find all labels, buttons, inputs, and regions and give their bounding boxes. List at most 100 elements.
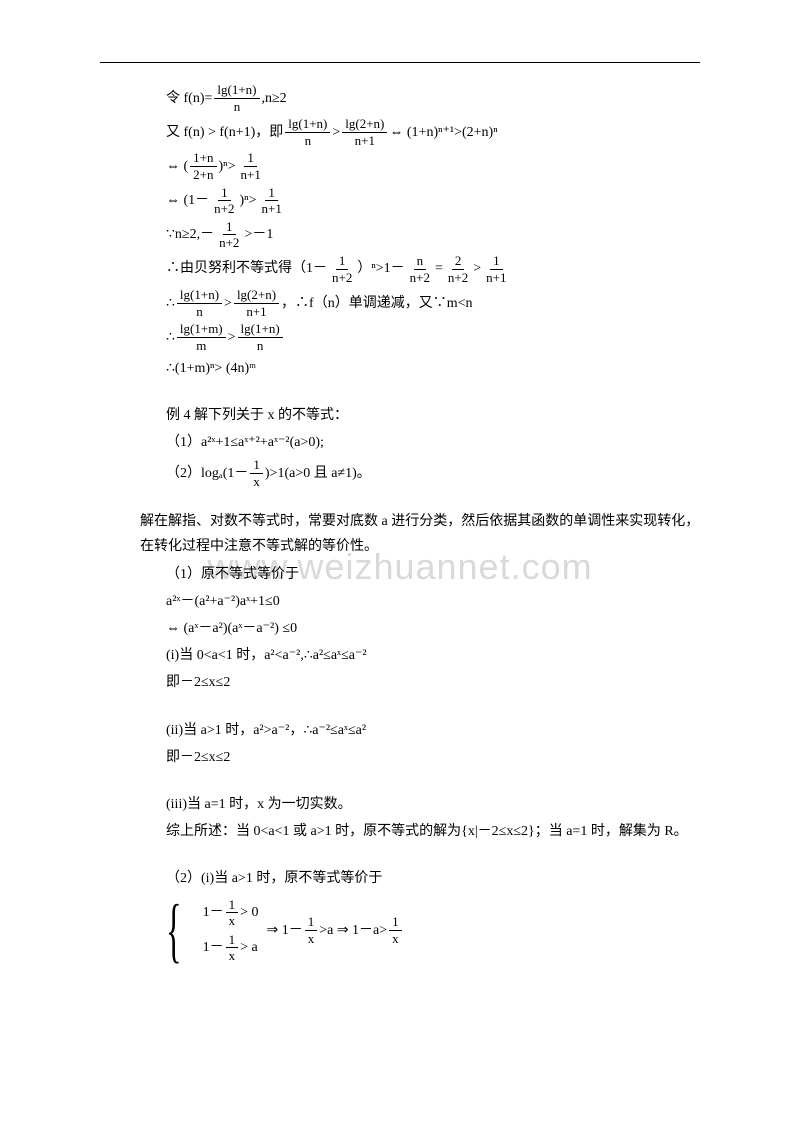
text: ⇔ (1+n)ⁿ⁺¹>(2+n)ⁿ xyxy=(389,120,497,145)
denominator: n+1 xyxy=(237,167,263,183)
text: ⇒ 1－ xyxy=(266,918,302,943)
numerator: lg(1+n) xyxy=(214,82,259,99)
implication: ⇒ 1－ 1 x >a ⇒ 1－a> 1 x xyxy=(266,914,403,946)
text: >－1 xyxy=(244,222,273,247)
fraction: 1 n+1 xyxy=(258,185,284,217)
text: （1）原不等式等价于 xyxy=(166,562,299,587)
text: )>1(a>0 且 a≠1)。 xyxy=(265,461,371,486)
document-content: 令 f(n)= lg(1+n) n ,n≥2 又 f(n) > f(n+1)，即… xyxy=(140,82,700,967)
fraction: lg(1+n) n xyxy=(177,287,222,319)
denominator: x xyxy=(389,931,402,947)
fraction: 1 n+2 xyxy=(216,219,242,251)
text: ∴ xyxy=(166,291,175,316)
sol-8: (iii)当 a=1 时，x 为一切实数。 xyxy=(140,792,700,817)
text: >a ⇒ 1－a> xyxy=(319,918,387,943)
fraction: lg(1+n) n xyxy=(285,116,330,148)
denominator: n xyxy=(231,99,244,115)
denominator: n+2 xyxy=(216,235,242,251)
sol-6: (ii)当 a>1 时，a²>a⁻²，∴a⁻²≤aˣ≤a² xyxy=(140,718,700,743)
text: (i)当 0<a<1 时，a²<a⁻²,∴a²≤aˣ≤a⁻² xyxy=(166,643,367,668)
line-step7: ∴ lg(1+n) n > lg(2+n) n+1 ，∴f（n）单调递减，又∵m… xyxy=(140,287,700,319)
line-step8: ∴ lg(1+m) m > lg(1+n) n xyxy=(140,321,700,353)
text: 解在解指、对数不等式时，常要对底数 a 进行分类，然后依据其函数的单调性来实现转… xyxy=(140,514,699,554)
denominator: x xyxy=(226,913,239,929)
text: > xyxy=(228,325,236,350)
denominator: n+2 xyxy=(445,270,471,286)
fraction: 1 n+1 xyxy=(237,150,263,182)
fraction: n n+2 xyxy=(407,253,433,285)
text: 令 f(n)= xyxy=(166,86,212,111)
denominator: 2+n xyxy=(190,167,216,183)
fraction: 2 n+2 xyxy=(445,253,471,285)
example4-part1: （1）a²ˣ+1≤aˣ⁺²+aˣ⁻²(a>0); xyxy=(140,430,700,455)
text: ⇔ (1－ xyxy=(166,188,209,213)
line-step5: ∵n≥2,－ 1 n+2 >－1 xyxy=(140,219,700,251)
numerator: n xyxy=(414,253,427,270)
text: ）ⁿ>1－ xyxy=(357,256,404,281)
denominator: n+1 xyxy=(352,133,378,149)
line-step3: ⇔ ( 1+n 2+n )ⁿ> 1 n+1 xyxy=(140,150,700,182)
text: （2）logₐ(1－ xyxy=(166,461,248,486)
denominator: n+1 xyxy=(483,270,509,286)
denominator: n+2 xyxy=(329,270,355,286)
numerator: 1 xyxy=(223,219,236,236)
fraction: 1 x xyxy=(250,457,263,489)
text: （2）(i)当 a>1 时，原不等式等价于 xyxy=(166,866,382,891)
denominator: x xyxy=(250,474,263,490)
line-step4: ⇔ (1－ 1 n+2 )ⁿ> 1 n+1 xyxy=(140,185,700,217)
text: ⇔ (aˣ－a²)(aˣ－a⁻²) ≤0 xyxy=(166,616,297,641)
fraction: lg(1+n) n xyxy=(214,82,259,114)
numerator: lg(1+n) xyxy=(238,321,283,338)
fraction: 1 n+2 xyxy=(329,253,355,285)
text: 即－2≤x≤2 xyxy=(166,745,230,770)
text: (ii)当 a>1 时，a²>a⁻²，∴a⁻²≤aˣ≤a² xyxy=(166,718,366,743)
text: 综上所述：当 0<a<1 或 a>1 时，原不等式的解为{x|－2≤x≤2}；当… xyxy=(166,819,688,844)
fraction: 1 x xyxy=(226,897,239,929)
spacer xyxy=(140,383,700,401)
numerator: 1 xyxy=(490,253,503,270)
example4-part2: （2）logₐ(1－ 1 x )>1(a>0 且 a≠1)。 xyxy=(140,457,700,489)
left-brace-icon: { xyxy=(166,898,182,963)
numerator: 1 xyxy=(265,185,278,202)
line-mono: 又 f(n) > f(n+1)，即 lg(1+n) n > lg(2+n) n+… xyxy=(140,116,700,148)
denominator: n+1 xyxy=(258,201,284,217)
text: ∵n≥2,－ xyxy=(166,222,214,247)
fraction: 1 n+2 xyxy=(211,185,237,217)
page-rule xyxy=(100,62,700,63)
spacer xyxy=(140,772,700,790)
denominator: n xyxy=(193,304,206,320)
denominator: x xyxy=(305,931,318,947)
denominator: x xyxy=(226,948,239,964)
numerator: lg(2+n) xyxy=(342,116,387,133)
fraction: 1 x xyxy=(305,914,318,946)
sol-3: ⇔ (aˣ－a²)(aˣ－a⁻²) ≤0 xyxy=(140,616,700,641)
denominator: m xyxy=(193,338,209,354)
equation-system: { 1－ 1 x > 0 1－ 1 x > a ⇒ 1－ xyxy=(166,894,700,967)
fraction: 1 x xyxy=(389,914,402,946)
text: = xyxy=(435,256,443,281)
example4-title: 例 4 解下列关于 x 的不等式： xyxy=(140,403,700,428)
sol-10: （2）(i)当 a>1 时，原不等式等价于 xyxy=(140,866,700,891)
text: > xyxy=(473,256,481,281)
text: ∴由贝努利不等式得（1－ xyxy=(166,256,327,281)
numerator: 1 xyxy=(244,150,257,167)
line-step6: ∴由贝努利不等式得（1－ 1 n+2 ）ⁿ>1－ n n+2 = 2 n+2 >… xyxy=(140,253,700,285)
denominator: n xyxy=(254,338,267,354)
text: > a xyxy=(240,935,258,960)
spacer xyxy=(140,846,700,864)
fraction: lg(1+m) m xyxy=(177,321,226,353)
text: )ⁿ> xyxy=(219,154,236,179)
numerator: 1 xyxy=(336,253,349,270)
spacer xyxy=(140,698,700,716)
fraction: 1 n+1 xyxy=(483,253,509,285)
sol-4: (i)当 0<a<1 时，a²<a⁻²,∴a²≤aˣ≤a⁻² xyxy=(140,643,700,668)
text: ∴ xyxy=(166,325,175,350)
text: （1）a²ˣ+1≤aˣ⁺²+aˣ⁻²(a>0); xyxy=(166,430,324,455)
numerator: 1 xyxy=(218,185,231,202)
denominator: n+1 xyxy=(243,304,269,320)
text: 又 f(n) > f(n+1)，即 xyxy=(166,120,283,145)
sol-9: 综上所述：当 0<a<1 或 a>1 时，原不等式的解为{x|－2≤x≤2}；当… xyxy=(140,819,700,844)
text: > xyxy=(332,120,340,145)
numerator: 1+n xyxy=(190,150,216,167)
fraction: 1+n 2+n xyxy=(190,150,216,182)
